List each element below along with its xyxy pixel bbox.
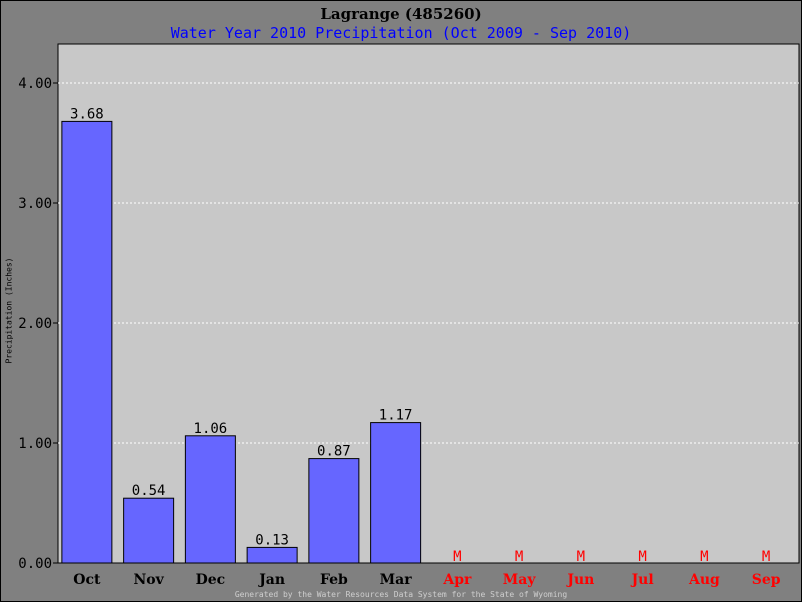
- x-tick-label: May: [503, 572, 537, 588]
- y-tick-label: 4.00: [18, 76, 52, 92]
- missing-label: M: [515, 549, 523, 565]
- chart-subtitle: Water Year 2010 Precipitation (Oct 2009 …: [170, 24, 632, 42]
- missing-label: M: [762, 549, 770, 565]
- bar: [61, 120, 113, 564]
- missing-label: M: [638, 549, 646, 565]
- bar: [370, 422, 422, 564]
- bar: [246, 546, 298, 564]
- y-tick-label: 2.00: [18, 316, 52, 332]
- x-tick-label: Oct: [73, 572, 101, 588]
- y-tick-label: 1.00: [18, 436, 52, 452]
- bar: [184, 435, 236, 564]
- x-tick-label: Dec: [196, 572, 226, 588]
- missing-label: M: [453, 549, 461, 565]
- data-label: 1.06: [194, 421, 228, 437]
- data-label: 0.13: [255, 532, 289, 548]
- x-tick-label: Jan: [257, 572, 285, 588]
- chart-title: Lagrange (485260): [320, 5, 482, 23]
- plot-area: [57, 43, 800, 564]
- y-tick-label: 3.00: [18, 196, 52, 212]
- bar: [308, 458, 360, 564]
- bar: [123, 497, 175, 564]
- data-label: 0.87: [317, 444, 351, 460]
- x-tick-label: Aug: [688, 572, 720, 588]
- y-tick-label: 0.00: [18, 556, 52, 572]
- missing-label: M: [577, 549, 585, 565]
- data-label: 1.17: [379, 408, 413, 424]
- x-tick-label: Feb: [320, 572, 348, 588]
- data-label: 0.54: [132, 483, 166, 499]
- x-tick-label: Nov: [133, 572, 164, 588]
- x-tick-label: Mar: [380, 572, 413, 588]
- x-tick-label: Sep: [752, 572, 781, 588]
- x-tick-label: Jun: [565, 572, 594, 588]
- x-tick-label: Jul: [630, 572, 654, 588]
- footer-credit: Generated by the Water Resources Data Sy…: [234, 590, 568, 599]
- data-label: 3.68: [70, 106, 104, 122]
- x-tick-label: Apr: [442, 572, 472, 588]
- missing-label: M: [700, 549, 708, 565]
